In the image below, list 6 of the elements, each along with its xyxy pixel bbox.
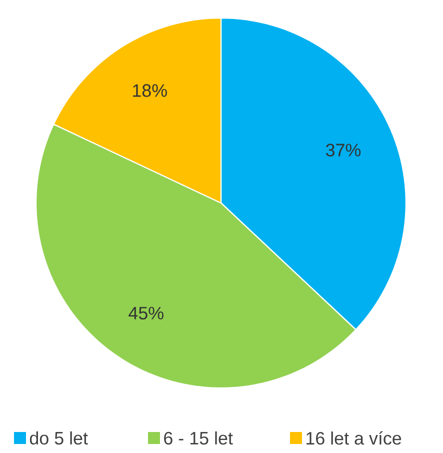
data-label: 37%: [326, 144, 361, 156]
legend-label: 16 let a více: [306, 431, 402, 445]
data-label: 45%: [128, 306, 164, 320]
legend-label: 6 - 15 let: [164, 431, 233, 445]
data-label: 18%: [133, 84, 167, 97]
legend-label: do 5 let: [30, 431, 88, 445]
